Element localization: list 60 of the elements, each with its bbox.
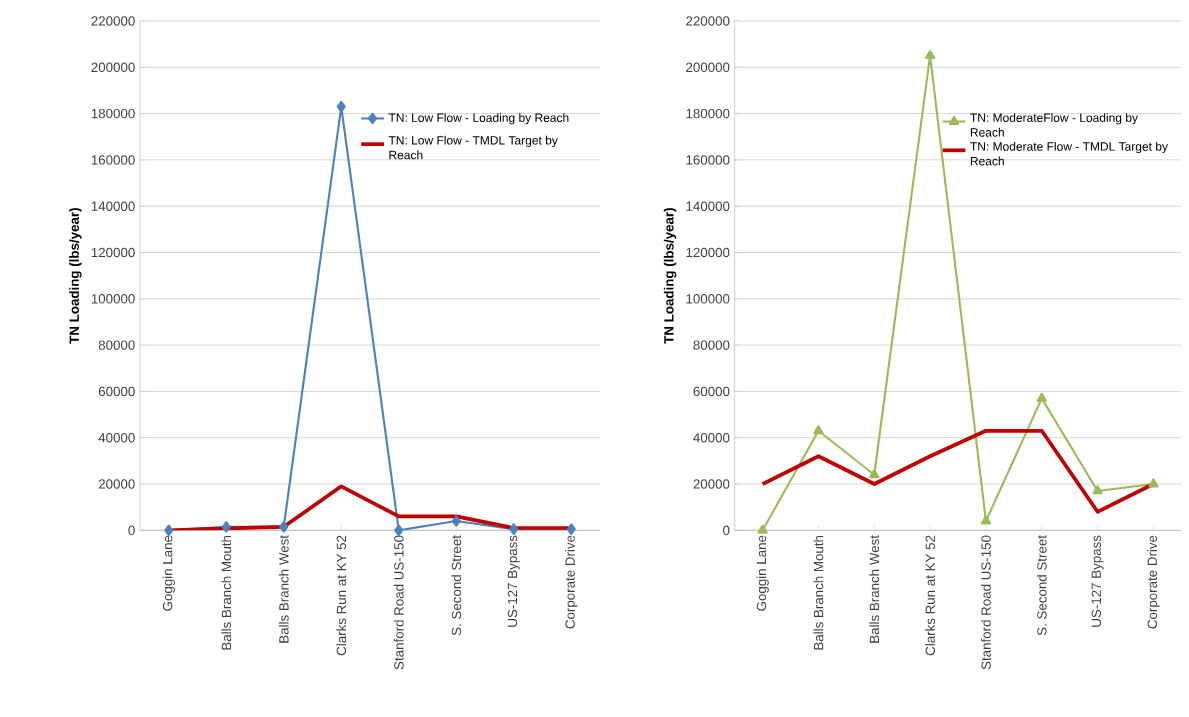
- point: [336, 100, 346, 113]
- y-tick-label: 20000: [98, 479, 135, 489]
- x-tick-label: S. Second Street: [1036, 535, 1047, 636]
- y-tick-label: 140000: [686, 201, 730, 211]
- x-tick-label: Balls Branch Mouth: [813, 535, 824, 650]
- point: [509, 523, 519, 535]
- y-tick-label: 220000: [686, 16, 730, 26]
- point: [813, 425, 824, 435]
- x-tick-label: Goggin Lane: [756, 535, 769, 611]
- legend-label: TN: ModerateFlow - Loading by Reach: [970, 113, 1138, 137]
- point: [1036, 392, 1047, 402]
- x-tick-label: US-127 Bypass: [507, 535, 520, 627]
- y-tick-label: 120000: [686, 247, 730, 258]
- x-tick-label: Clarks Run at KY 52: [925, 535, 935, 656]
- x-tick-label: US-127 Bypass: [1091, 535, 1104, 627]
- y-tick-label: 80000: [693, 340, 730, 350]
- point: [566, 523, 576, 535]
- y-tick-label: 200000: [686, 62, 730, 73]
- y-tick-label: 60000: [98, 386, 135, 397]
- x-tick-label: Stanford Road US-150: [393, 535, 404, 670]
- y-tick-label: 180000: [91, 108, 135, 119]
- point: [757, 524, 768, 534]
- point: [451, 515, 461, 527]
- y-tick-label: 100000: [91, 294, 135, 304]
- point: [869, 469, 880, 479]
- y-tick-label: 60000: [693, 386, 730, 397]
- point: [279, 521, 289, 533]
- y-tick-label: 20000: [693, 479, 730, 489]
- point: [1092, 485, 1103, 495]
- x-tick-label: Clarks Run at KY 52: [336, 535, 347, 656]
- legend-label: TN: Low Flow - Loading by Reach: [388, 113, 569, 125]
- y-tick-label: 140000: [91, 201, 135, 211]
- y-tick-label: 160000: [91, 155, 135, 165]
- y-tick-label: 0: [723, 525, 730, 536]
- y-tick-label: 40000: [98, 433, 135, 443]
- x-tick-label: Corporate Drive: [1147, 535, 1160, 629]
- y-tick-label: 100000: [686, 294, 730, 304]
- y-tick-label: 40000: [693, 433, 730, 443]
- legend-label: TN: Moderate Flow - TMDL Target by Reach: [970, 141, 1168, 166]
- y-axis-title: TN Loading (lbs/year): [663, 208, 677, 344]
- y-tick-label: 0: [128, 525, 135, 536]
- x-tick-label: Stanford Road US-150: [981, 535, 991, 670]
- x-tick-label: Balls Branch West: [278, 535, 289, 643]
- y-tick-label: 180000: [686, 108, 730, 119]
- y-tick-label: 160000: [686, 155, 730, 165]
- x-tick-label: Corporate Drive: [565, 535, 578, 629]
- point: [221, 521, 231, 533]
- y-axis-title: TN Loading (lbs/year): [69, 208, 82, 344]
- x-tick-label: Balls Branch Mouth: [221, 535, 232, 650]
- y-tick-label: 200000: [91, 62, 135, 73]
- point: [1148, 478, 1159, 488]
- y-tick-label: 80000: [98, 340, 135, 350]
- x-tick-label: Balls Branch West: [869, 535, 880, 643]
- x-tick-label: S. Second Street: [451, 535, 462, 636]
- point: [924, 49, 936, 60]
- y-tick-label: 120000: [91, 247, 135, 258]
- point: [980, 515, 992, 525]
- x-tick-label: Goggin Lane: [162, 535, 175, 611]
- legend-label: TN: Low Flow - TMDL Target by Reach: [388, 135, 558, 160]
- y-tick-label: 220000: [91, 16, 135, 26]
